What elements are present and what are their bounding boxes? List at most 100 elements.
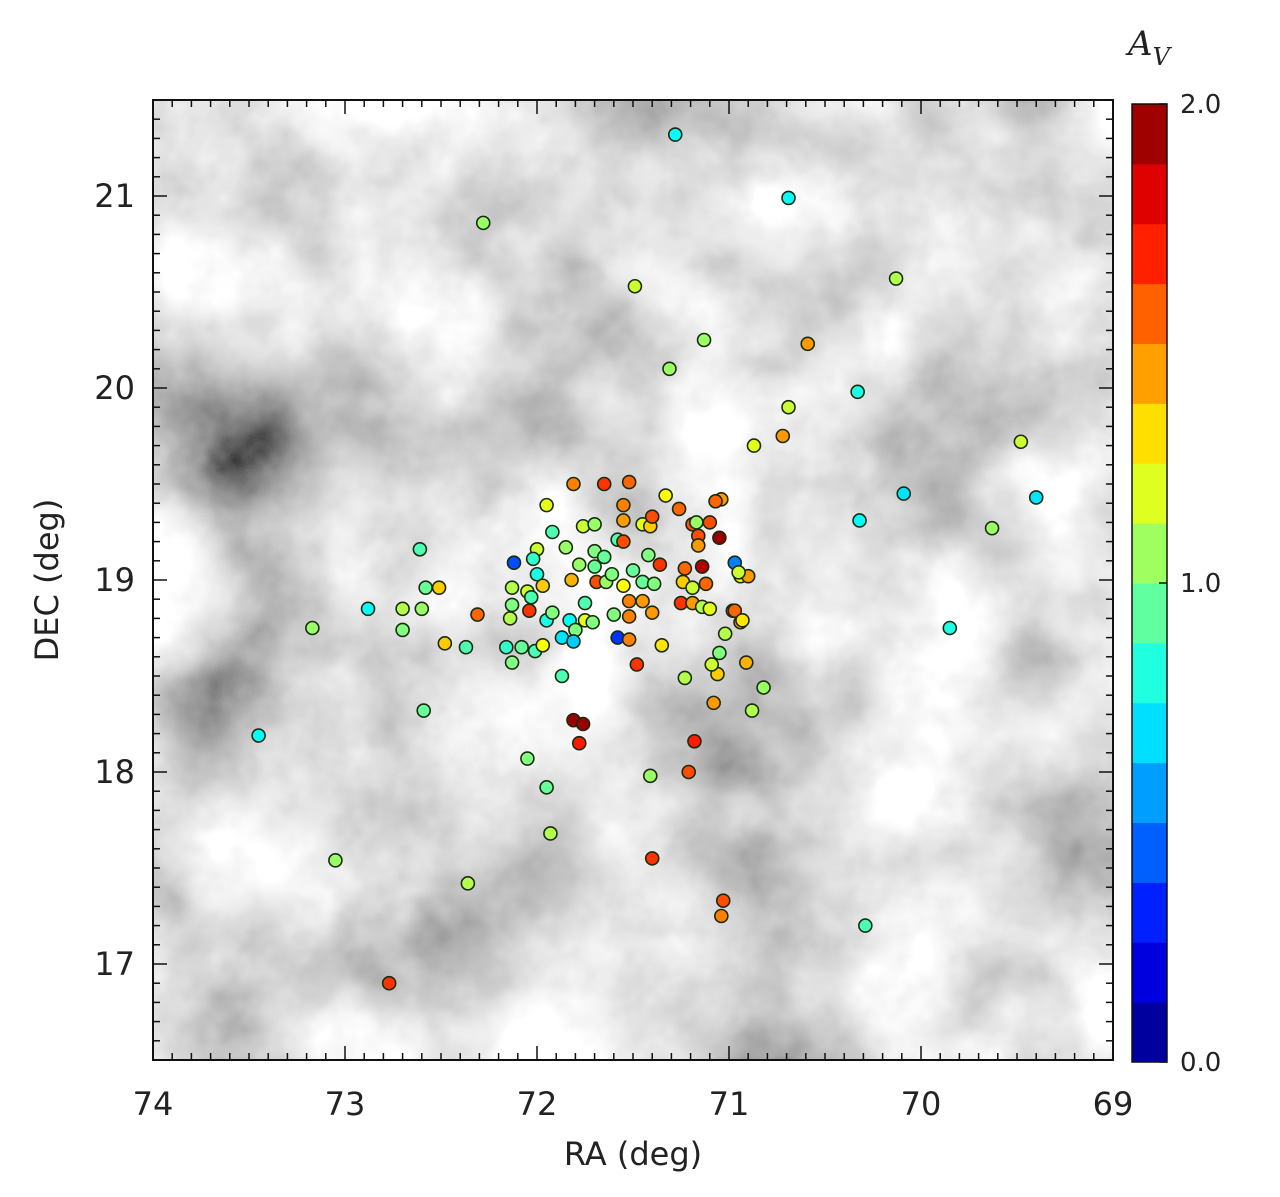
data-point (535, 578, 551, 594)
data-point (585, 614, 600, 630)
background-map (153, 100, 1113, 1060)
data-point (543, 826, 558, 841)
data-point (506, 555, 522, 571)
data-point (1013, 434, 1029, 450)
y-tick-label: 20 (94, 369, 135, 407)
data-point (781, 190, 796, 206)
data-point (644, 605, 660, 620)
data-point (498, 639, 514, 655)
data-point (566, 476, 581, 492)
colorbar-tick-label: 0.0 (1180, 1048, 1221, 1078)
data-point (545, 605, 560, 620)
x-tick-label: 69 (1093, 1085, 1134, 1123)
colorbar-band (1132, 283, 1167, 344)
colorbar-band (1132, 163, 1167, 225)
data-point (616, 497, 631, 513)
data-point (571, 557, 587, 572)
data-point (539, 780, 554, 795)
data-point (681, 764, 696, 780)
data-point (360, 601, 376, 617)
data-point (708, 493, 723, 509)
data-point (535, 637, 551, 653)
colorbar-band (1132, 403, 1167, 464)
colorbar-title: AV (1125, 24, 1173, 71)
colorbar-band (1132, 882, 1167, 943)
data-point (251, 728, 266, 743)
data-point (644, 509, 660, 524)
x-tick-label: 74 (133, 1085, 174, 1123)
data-point (616, 513, 631, 528)
data-point (412, 541, 428, 557)
data-point (596, 476, 612, 492)
y-tick-label: 18 (94, 753, 135, 791)
data-point (627, 278, 643, 294)
data-point (381, 975, 397, 991)
colorbar-band (1132, 223, 1167, 285)
data-point (470, 607, 485, 622)
data-point (775, 428, 791, 444)
colorbar-tick-label: 2.0 (1180, 90, 1221, 120)
data-point (577, 595, 593, 611)
data-point (564, 572, 579, 588)
data-point (621, 474, 637, 490)
x-tick-label: 72 (517, 1085, 558, 1123)
data-point (504, 597, 520, 613)
data-point (717, 626, 733, 642)
data-point (575, 716, 591, 732)
data-point (694, 559, 710, 574)
y-tick-label: 19 (94, 561, 135, 599)
data-point (458, 639, 474, 655)
data-point (305, 620, 320, 636)
colorbar-band (1132, 583, 1167, 644)
colorbar-band (1132, 762, 1167, 823)
colorbar-tick-label: 1.0 (1180, 569, 1221, 599)
colorbar-band (1132, 642, 1167, 704)
x-tick-label: 71 (709, 1085, 750, 1123)
data-point (781, 399, 796, 415)
data-point (460, 876, 476, 891)
data-point (437, 636, 453, 651)
data-point (652, 557, 668, 572)
data-point (606, 607, 622, 622)
data-point (418, 580, 433, 595)
data-point (744, 703, 760, 718)
colorbar-band (1132, 702, 1167, 764)
data-point (414, 601, 430, 617)
data-point (566, 634, 581, 649)
data-point (714, 908, 729, 924)
colorbar-band (1132, 463, 1167, 524)
data-point (587, 517, 602, 532)
data-point (738, 655, 754, 670)
data-point (431, 580, 447, 595)
data-point (858, 918, 873, 933)
data-point (696, 332, 712, 348)
data-point (715, 893, 731, 908)
x-axis-title: RA (deg) (564, 1135, 702, 1173)
y-axis-title: DEC (deg) (28, 499, 66, 662)
data-point (642, 768, 658, 784)
data-point (735, 613, 750, 628)
data-point (850, 384, 865, 400)
colorbar-band (1132, 104, 1167, 165)
data-point (685, 580, 700, 595)
data-point (677, 670, 693, 686)
data-point (671, 501, 687, 517)
data-point (646, 576, 662, 592)
data-points (251, 127, 1044, 991)
data-point (641, 547, 656, 563)
data-point (523, 589, 539, 605)
data-point (545, 524, 560, 540)
data-point (328, 853, 343, 868)
data-point (520, 751, 535, 766)
data-point (571, 735, 587, 751)
data-point (698, 576, 714, 592)
data-point (529, 566, 545, 582)
colorbar-band (1132, 523, 1167, 584)
data-point (731, 565, 746, 580)
data-point (621, 632, 637, 647)
data-point (554, 668, 570, 684)
colorbar-band (1132, 1002, 1167, 1063)
data-point (522, 603, 537, 619)
data-point (587, 559, 602, 574)
